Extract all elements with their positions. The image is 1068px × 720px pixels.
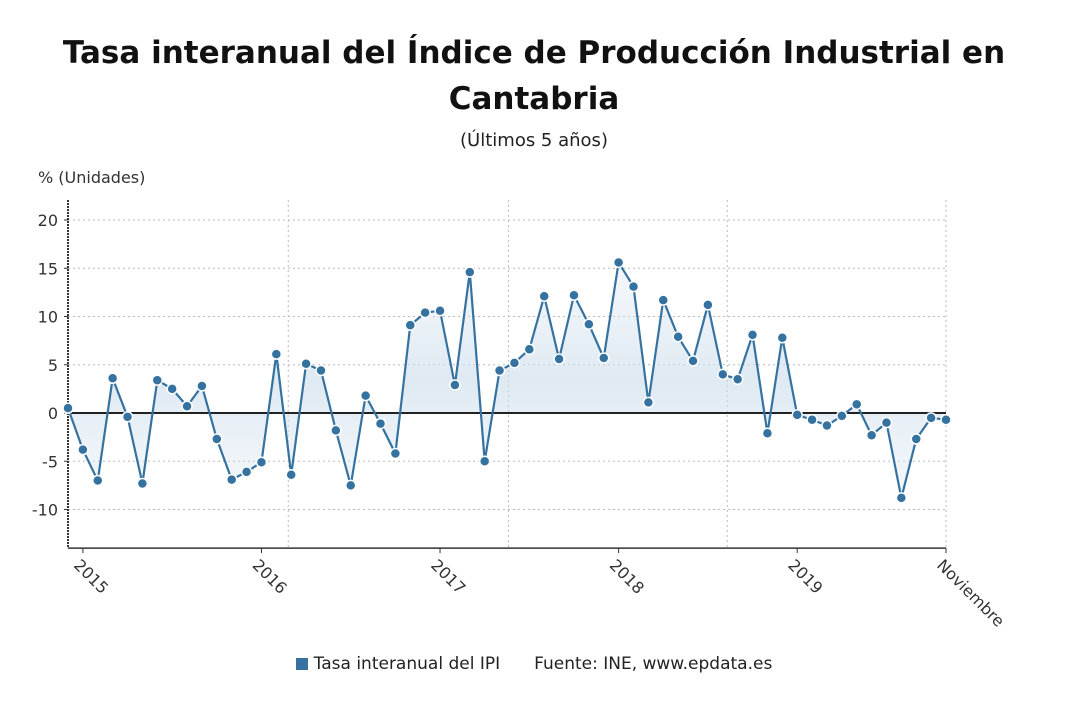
chart-title: Tasa interanual del Índice de Producción… [62, 35, 1006, 117]
y-axis-label: % (Unidades) [38, 168, 146, 187]
data-point [449, 379, 461, 391]
x-tick-label: 2016 [249, 555, 291, 597]
data-point [359, 389, 372, 402]
data-point [270, 348, 283, 360]
y-tick-label: -10 [32, 501, 58, 520]
data-point [731, 373, 744, 385]
data-point [657, 294, 670, 306]
chart-subtitle: (Últimos 5 años) [460, 130, 608, 151]
data-point [746, 329, 759, 341]
data-point [151, 374, 164, 386]
y-tick-label: 0 [48, 404, 58, 423]
data-point [211, 433, 223, 445]
x-tick-label: 2017 [427, 555, 469, 597]
data-point [508, 357, 521, 369]
data-point [330, 424, 342, 437]
y-tick-label: 15 [38, 259, 58, 278]
data-point [106, 372, 119, 385]
data-point [761, 427, 774, 440]
data-point [344, 479, 357, 492]
data-point [806, 414, 818, 426]
data-point [865, 429, 878, 441]
source-note: Fuente: INE, www.epdata.es [534, 654, 773, 674]
data-point [880, 416, 893, 429]
y-tick-label: 10 [38, 308, 58, 327]
data-point [434, 304, 446, 317]
data-point [776, 331, 789, 344]
data-point [92, 474, 104, 487]
data-point [910, 433, 922, 445]
data-point [717, 368, 729, 381]
data-point [478, 455, 491, 467]
data-point [136, 477, 149, 490]
data-point [315, 364, 327, 377]
data-point [702, 299, 714, 311]
y-tick-label: 20 [38, 211, 58, 230]
data-point [642, 396, 655, 409]
data-point [225, 473, 238, 486]
data-point [583, 318, 595, 330]
data-point [940, 414, 952, 426]
area-fill [68, 262, 946, 498]
data-point [196, 380, 208, 392]
x-tick-label: Noviembre [933, 555, 1008, 630]
x-tick-label: 2015 [70, 555, 112, 597]
data-point [836, 410, 848, 422]
data-point [672, 331, 684, 343]
data-point [255, 456, 268, 468]
data-point [404, 319, 417, 331]
data-point [523, 343, 536, 356]
data-point [493, 364, 506, 377]
data-point [568, 289, 580, 302]
data-point [389, 447, 402, 460]
data-point [166, 383, 178, 395]
data-point [821, 419, 833, 432]
data-point [62, 402, 74, 414]
data-point [419, 306, 431, 319]
data-point [597, 352, 610, 364]
data-point [374, 417, 387, 430]
legend-swatch [295, 658, 308, 670]
data-point [181, 400, 193, 412]
data-point [612, 256, 625, 269]
data-point [553, 353, 565, 365]
data-point [925, 412, 937, 424]
data-point [687, 355, 699, 367]
data-point [285, 469, 297, 481]
data-point [538, 290, 550, 302]
data-point [791, 409, 803, 421]
data-point [627, 280, 640, 293]
data-point [240, 466, 253, 478]
y-tick-label: 5 [48, 356, 58, 375]
data-point [300, 358, 312, 370]
y-tick-label: -5 [42, 452, 58, 471]
data-point [121, 411, 134, 423]
data-point [850, 398, 863, 411]
data-point [464, 266, 476, 278]
legend-label: Tasa interanual del IPI [313, 654, 501, 674]
x-tick-label: 2018 [606, 555, 648, 597]
legend: Tasa interanual del IPI Fuente: INE, www.… [0, 654, 1068, 674]
data-point [77, 443, 89, 456]
data-point [895, 492, 908, 504]
x-tick-label: 2019 [784, 555, 826, 597]
